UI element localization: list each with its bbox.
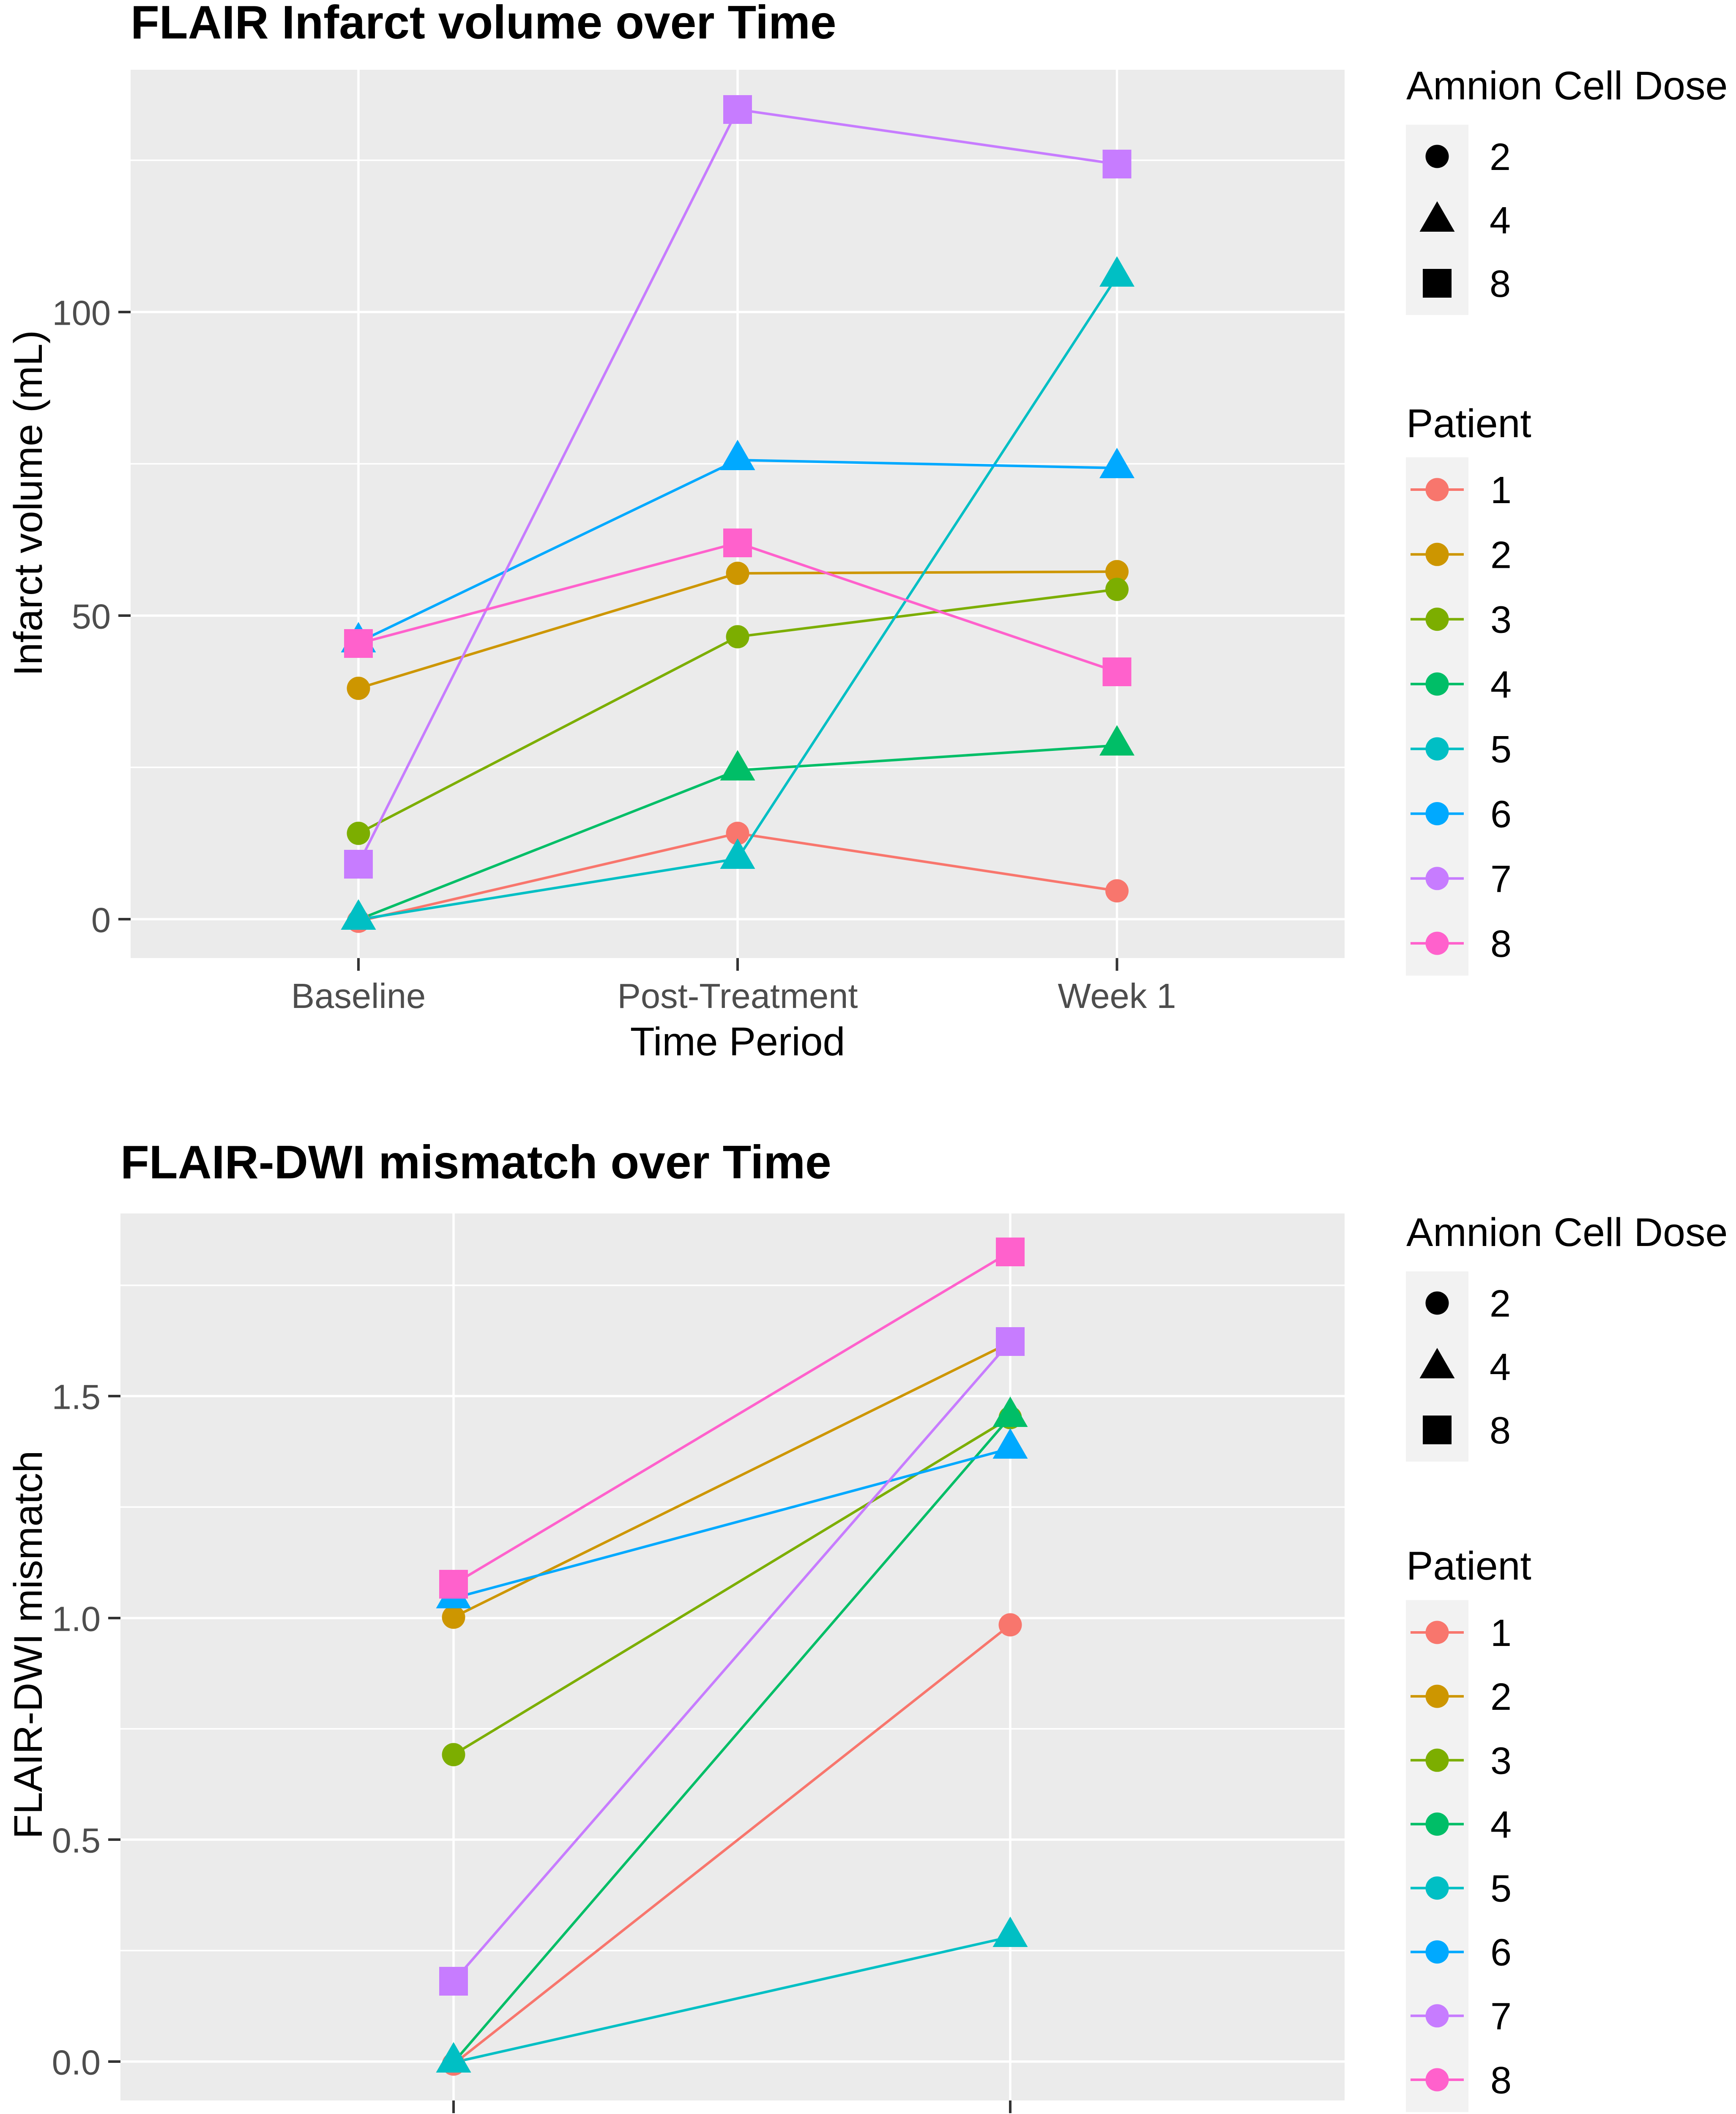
svg-text:3: 3 [1490, 1740, 1512, 1782]
svg-text:FLAIR-DWI mismatch over Time: FLAIR-DWI mismatch over Time [120, 1136, 831, 1188]
svg-text:FLAIR Infarct volume over Time: FLAIR Infarct volume over Time [131, 0, 837, 49]
svg-text:2: 2 [1490, 1676, 1512, 1718]
svg-text:8: 8 [1490, 2059, 1512, 2102]
svg-text:Infarct volume (mL): Infarct volume (mL) [6, 330, 51, 676]
svg-text:0: 0 [91, 901, 111, 940]
svg-text:100: 100 [52, 293, 111, 333]
svg-text:2: 2 [1490, 136, 1511, 178]
svg-text:5: 5 [1490, 728, 1512, 771]
svg-text:7: 7 [1490, 1996, 1512, 2038]
svg-text:1: 1 [1490, 469, 1512, 512]
svg-text:Amnion Cell Dose: Amnion Cell Dose [1406, 1210, 1728, 1255]
svg-text:Patient: Patient [1406, 401, 1531, 446]
svg-text:4: 4 [1490, 200, 1511, 242]
svg-text:4: 4 [1490, 664, 1512, 706]
svg-text:8: 8 [1490, 923, 1512, 965]
svg-text:0.5: 0.5 [52, 1821, 101, 1860]
svg-text:7: 7 [1490, 858, 1512, 901]
svg-text:FLAIR-DWI mismatch: FLAIR-DWI mismatch [6, 1451, 51, 1839]
svg-text:4: 4 [1490, 1804, 1512, 1846]
svg-text:Time Period: Time Period [630, 1019, 845, 1064]
svg-text:6: 6 [1490, 1932, 1512, 1974]
svg-text:2: 2 [1490, 1283, 1511, 1325]
svg-text:Post-Treatment: Post-Treatment [618, 976, 858, 1016]
svg-text:8: 8 [1490, 1410, 1511, 1452]
svg-text:Baseline: Baseline [291, 976, 426, 1016]
svg-text:1: 1 [1490, 1612, 1512, 1654]
svg-text:1.5: 1.5 [52, 1377, 101, 1417]
svg-text:0.0: 0.0 [52, 2043, 101, 2082]
svg-text:Week 1: Week 1 [1058, 976, 1176, 1016]
svg-text:3: 3 [1490, 599, 1512, 641]
svg-text:4: 4 [1490, 1346, 1511, 1388]
svg-text:6: 6 [1490, 794, 1512, 836]
svg-text:5: 5 [1490, 1868, 1512, 1910]
svg-text:2: 2 [1490, 534, 1512, 576]
svg-text:Amnion Cell Dose: Amnion Cell Dose [1406, 63, 1728, 108]
svg-text:1.0: 1.0 [52, 1599, 101, 1639]
svg-text:50: 50 [72, 597, 111, 636]
svg-text:Patient: Patient [1406, 1544, 1531, 1588]
svg-text:8: 8 [1490, 263, 1511, 305]
